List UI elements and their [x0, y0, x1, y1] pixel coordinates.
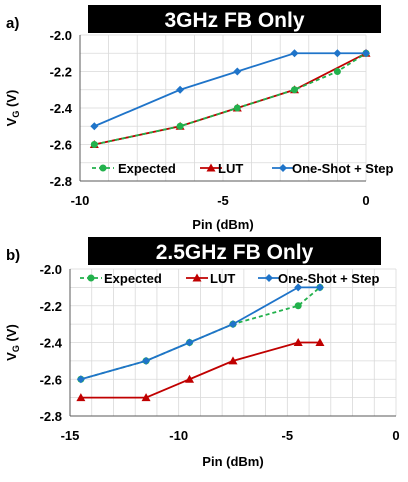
- chart-panel-b: b) 2.5GHz FB Only -2.0 -2.2 -2.4 -2.6 -2.8 -15 -…: [4, 237, 400, 469]
- x-axis-title: Pin (dBm): [192, 217, 253, 232]
- panel-label: a): [6, 15, 19, 32]
- title-banner: [88, 5, 381, 33]
- series-line: [94, 52, 367, 146]
- legend-label: One-Shot + Step: [278, 271, 380, 286]
- chart-panel-a: a) 3GHz FB Only -2.0 -2.2 -2.4 -2.6 -2.8 -10 -5 0…: [4, 5, 394, 232]
- legend-label: Expected: [104, 271, 162, 286]
- data-point: [90, 122, 99, 131]
- series-one-shot-step: [76, 283, 324, 384]
- data-point: [185, 338, 194, 347]
- y-tick-label: -2.0: [40, 262, 62, 277]
- data-point: [233, 104, 241, 112]
- data-point: [290, 49, 299, 58]
- legend-label: LUT: [218, 161, 243, 176]
- chart-title: 3GHz FB Only: [164, 9, 304, 32]
- data-point: [291, 86, 298, 94]
- y-tick-label: -2.6: [50, 138, 72, 153]
- x-tick-label: -10: [169, 428, 188, 443]
- series-expected: [90, 49, 370, 148]
- data-point: [176, 85, 185, 94]
- legend: Expected LUT One-Shot + Step: [80, 271, 380, 286]
- data-point: [142, 356, 151, 365]
- legend-swatch-marker: [279, 164, 287, 172]
- data-point: [315, 338, 325, 346]
- data-point: [333, 68, 341, 75]
- data-point: [228, 356, 238, 365]
- x-tick-label: -5: [282, 428, 294, 443]
- data-point: [362, 49, 370, 58]
- legend-label: One-Shot + Step: [292, 161, 394, 176]
- y-axis-title-unit: (V): [4, 90, 19, 111]
- legend-swatch-marker: [87, 274, 95, 282]
- y-tick-label: -2.0: [50, 28, 72, 43]
- data-point: [76, 393, 86, 402]
- data-point: [90, 141, 98, 148]
- y-tick-label: -2.2: [50, 65, 72, 80]
- series-one-shot-step: [90, 49, 370, 131]
- y-axis-title-unit: (V): [4, 324, 19, 345]
- y-axis-title-subscript: G: [11, 345, 21, 352]
- y-axis-title-subscript: G: [11, 111, 21, 118]
- data-point: [294, 283, 303, 292]
- data-point: [141, 393, 151, 402]
- y-tick-label: -2.4: [40, 336, 63, 351]
- data-point: [76, 375, 85, 384]
- legend-swatch-marker: [265, 274, 273, 282]
- series-line: [93, 52, 366, 128]
- x-tick-label: -15: [61, 428, 80, 443]
- y-axis-title: VG (V): [4, 90, 21, 127]
- x-axis-title: Pin (dBm): [202, 454, 263, 469]
- legend-swatch-marker: [192, 273, 202, 282]
- data-point: [293, 338, 303, 346]
- series-line: [80, 341, 320, 399]
- title-banner: [88, 237, 381, 265]
- legend-swatch-marker: [206, 163, 216, 172]
- y-axis-title-symbol: V: [4, 117, 19, 126]
- y-tick-label: -2.4: [50, 101, 73, 116]
- series-lut: [76, 338, 325, 402]
- y-tick-label: -2.2: [40, 299, 62, 314]
- y-axis-title: VG (V): [4, 324, 21, 361]
- legend-label: LUT: [210, 271, 235, 286]
- x-tick-label: 0: [362, 193, 369, 208]
- data-point: [233, 67, 242, 76]
- data-point: [294, 302, 302, 310]
- y-tick-label: -2.8: [50, 174, 72, 189]
- x-tick-label: -10: [71, 193, 90, 208]
- y-axis-title-symbol: V: [4, 352, 19, 361]
- y-tick-label: -2.6: [40, 372, 62, 387]
- legend: Expected LUT One-Shot + Step: [92, 161, 394, 176]
- x-tick-label: 0: [392, 428, 399, 443]
- series-line: [94, 52, 367, 146]
- data-point: [176, 122, 184, 130]
- y-tick-label: -2.8: [40, 409, 62, 424]
- data-point: [229, 320, 237, 329]
- data-point: [315, 283, 324, 292]
- panel-label: b): [6, 247, 20, 264]
- legend-label: Expected: [118, 161, 176, 176]
- series-lut: [89, 48, 371, 148]
- x-tick-label: -5: [217, 193, 229, 208]
- chart-title: 2.5GHz FB Only: [156, 241, 314, 264]
- data-point: [333, 49, 342, 58]
- legend-swatch-marker: [99, 164, 107, 172]
- data-point: [185, 374, 195, 383]
